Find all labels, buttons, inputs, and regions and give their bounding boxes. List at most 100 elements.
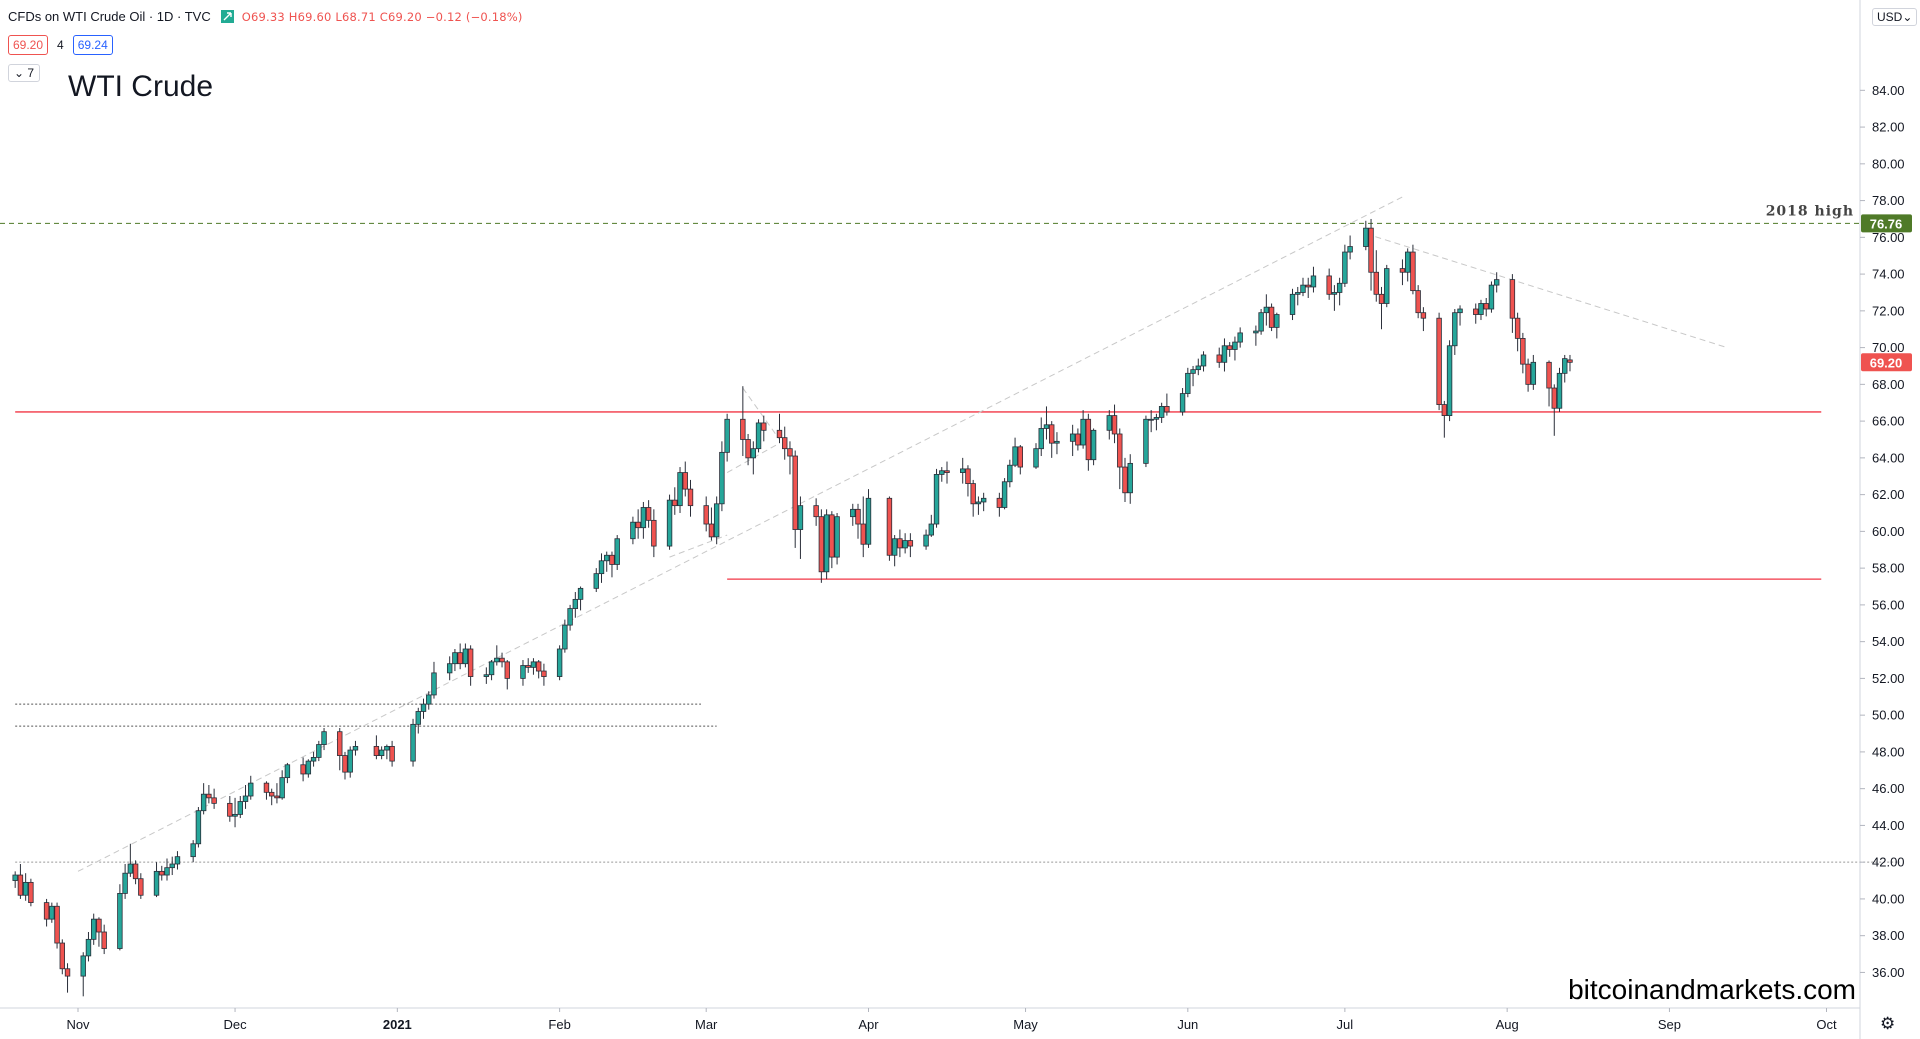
candle[interactable] bbox=[483, 667, 490, 684]
candle[interactable] bbox=[593, 568, 599, 593]
candle[interactable] bbox=[310, 751, 317, 767]
candle[interactable] bbox=[138, 873, 144, 899]
candle[interactable] bbox=[792, 450, 798, 548]
candle[interactable] bbox=[420, 698, 427, 719]
buy-price-button[interactable]: 69.24 bbox=[72, 35, 113, 55]
candle[interactable] bbox=[1556, 367, 1563, 412]
candle[interactable] bbox=[1075, 428, 1081, 451]
candle[interactable] bbox=[1258, 309, 1264, 335]
candle[interactable] bbox=[1080, 410, 1086, 449]
indicators-toggle-button[interactable]: ⌄ 7 bbox=[8, 64, 41, 82]
candle[interactable] bbox=[567, 604, 573, 631]
candle[interactable] bbox=[1415, 285, 1421, 319]
candle[interactable] bbox=[54, 902, 60, 949]
candle[interactable] bbox=[1111, 404, 1118, 444]
candle[interactable] bbox=[237, 796, 243, 819]
trend-line[interactable] bbox=[77, 196, 1403, 872]
candle[interactable] bbox=[635, 509, 641, 539]
candle[interactable] bbox=[122, 864, 128, 899]
candle[interactable] bbox=[933, 468, 940, 528]
candle[interactable] bbox=[541, 663, 547, 686]
candle[interactable] bbox=[91, 913, 97, 945]
candle[interactable] bbox=[85, 932, 92, 962]
candle[interactable] bbox=[279, 770, 285, 800]
candle[interactable] bbox=[1268, 303, 1275, 332]
candle[interactable] bbox=[520, 660, 526, 686]
candle[interactable] bbox=[1551, 384, 1557, 436]
candle[interactable] bbox=[1368, 218, 1374, 291]
candle[interactable] bbox=[1546, 360, 1552, 407]
candle[interactable] bbox=[263, 781, 270, 800]
candle[interactable] bbox=[562, 619, 568, 653]
candle[interactable] bbox=[1404, 248, 1411, 282]
candle[interactable] bbox=[300, 757, 306, 782]
candle[interactable] bbox=[850, 503, 856, 526]
candle[interactable] bbox=[316, 740, 322, 762]
candle[interactable] bbox=[1331, 285, 1338, 311]
candle[interactable] bbox=[1148, 410, 1154, 433]
candle[interactable] bbox=[719, 441, 725, 512]
candle[interactable] bbox=[342, 751, 348, 780]
candle[interactable] bbox=[609, 551, 615, 578]
candle[interactable] bbox=[1520, 332, 1526, 374]
candle[interactable] bbox=[776, 413, 783, 444]
candle[interactable] bbox=[1384, 264, 1390, 308]
candle[interactable] bbox=[891, 535, 898, 567]
candle[interactable] bbox=[598, 553, 605, 583]
candle[interactable] bbox=[1106, 410, 1112, 440]
candle[interactable] bbox=[1530, 354, 1537, 390]
candle[interactable] bbox=[284, 762, 291, 784]
candle[interactable] bbox=[1378, 286, 1385, 330]
candle[interactable] bbox=[787, 441, 793, 475]
candle[interactable] bbox=[1158, 402, 1165, 423]
candle[interactable] bbox=[1525, 358, 1531, 392]
candle[interactable] bbox=[996, 492, 1003, 517]
candle[interactable] bbox=[1305, 277, 1311, 298]
candle[interactable] bbox=[740, 386, 746, 457]
candle[interactable] bbox=[127, 843, 134, 877]
trend-line[interactable] bbox=[669, 534, 728, 558]
candle[interactable] bbox=[174, 851, 181, 870]
candle[interactable] bbox=[1446, 340, 1453, 422]
candle[interactable] bbox=[860, 496, 866, 558]
candle[interactable] bbox=[389, 740, 395, 767]
candle[interactable] bbox=[666, 494, 673, 550]
candle[interactable] bbox=[49, 902, 55, 923]
candle[interactable] bbox=[713, 496, 720, 545]
candle[interactable] bbox=[467, 645, 474, 686]
candle[interactable] bbox=[651, 509, 657, 558]
candle[interactable] bbox=[1493, 272, 1500, 293]
candle[interactable] bbox=[132, 860, 139, 885]
candle[interactable] bbox=[410, 718, 416, 767]
candle[interactable] bbox=[1473, 303, 1479, 324]
candle[interactable] bbox=[1085, 413, 1092, 471]
candle[interactable] bbox=[1514, 312, 1521, 352]
candle[interactable] bbox=[378, 746, 385, 760]
candle[interactable] bbox=[321, 728, 327, 751]
candle[interactable] bbox=[630, 516, 636, 545]
candle[interactable] bbox=[305, 759, 312, 778]
candle[interactable] bbox=[242, 784, 249, 809]
candle[interactable] bbox=[64, 963, 71, 993]
candle[interactable] bbox=[462, 643, 469, 668]
candle[interactable] bbox=[960, 457, 966, 484]
candle[interactable] bbox=[1122, 457, 1128, 502]
candle[interactable] bbox=[745, 433, 751, 466]
candle[interactable] bbox=[195, 807, 202, 848]
gear-icon[interactable]: ⚙ bbox=[1880, 1014, 1896, 1033]
candle[interactable] bbox=[939, 467, 945, 482]
candle[interactable] bbox=[1310, 266, 1317, 293]
candle[interactable] bbox=[1090, 428, 1097, 466]
candle[interactable] bbox=[1342, 244, 1348, 287]
candle[interactable] bbox=[1289, 288, 1296, 321]
candle[interactable] bbox=[159, 865, 165, 881]
candle[interactable] bbox=[525, 658, 531, 673]
sell-price-button[interactable]: 69.20 bbox=[8, 35, 49, 55]
candle[interactable] bbox=[431, 661, 437, 699]
candle[interactable] bbox=[682, 461, 688, 497]
candle[interactable] bbox=[556, 645, 563, 681]
candle[interactable] bbox=[750, 441, 757, 475]
candle[interactable] bbox=[1007, 459, 1013, 488]
candle[interactable] bbox=[535, 660, 542, 679]
